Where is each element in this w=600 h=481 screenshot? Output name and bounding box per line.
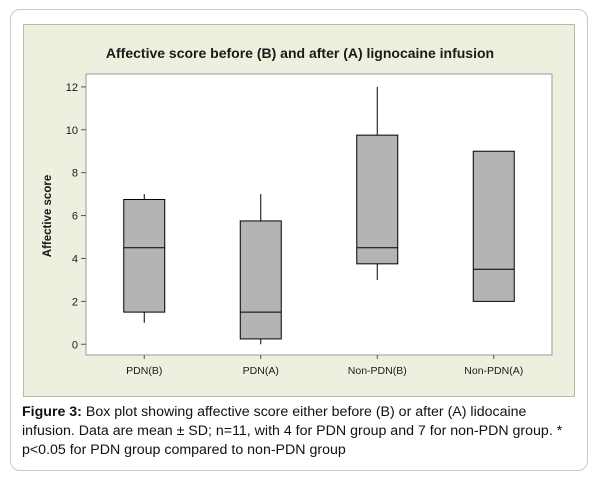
y-tick-label-0: 0 (72, 339, 78, 351)
caption-text: Box plot showing affective score either … (22, 404, 563, 458)
x-tick-label-pdn-a: PDN(A) (243, 365, 279, 377)
y-tick-label-10: 10 (66, 125, 78, 137)
x-tick-label-pdn-b: PDN(B) (126, 365, 162, 377)
box-non-pdn-b (356, 134, 399, 265)
y-tick-label-12: 12 (66, 82, 78, 94)
y-axis-label: Affective score (42, 175, 54, 257)
y-tick-label-6: 6 (72, 211, 78, 223)
x-tick-label-non-pdn-a: Non-PDN(A) (464, 365, 523, 377)
caption-label: Figure 3: (22, 404, 82, 420)
chart-title: Affective score before (B) and after (A)… (106, 45, 494, 61)
y-tick-label-4: 4 (72, 253, 78, 265)
y-tick-label-2: 2 (72, 296, 78, 308)
y-tick-label-8: 8 (72, 168, 78, 180)
figure-caption: Figure 3: Box plot showing affective sco… (22, 403, 580, 460)
box-pdn-b (123, 198, 166, 313)
box-pdn-a (239, 220, 282, 340)
box-non-pdn-a (472, 150, 515, 302)
x-tick-label-non-pdn-b: Non-PDN(B) (348, 365, 407, 377)
